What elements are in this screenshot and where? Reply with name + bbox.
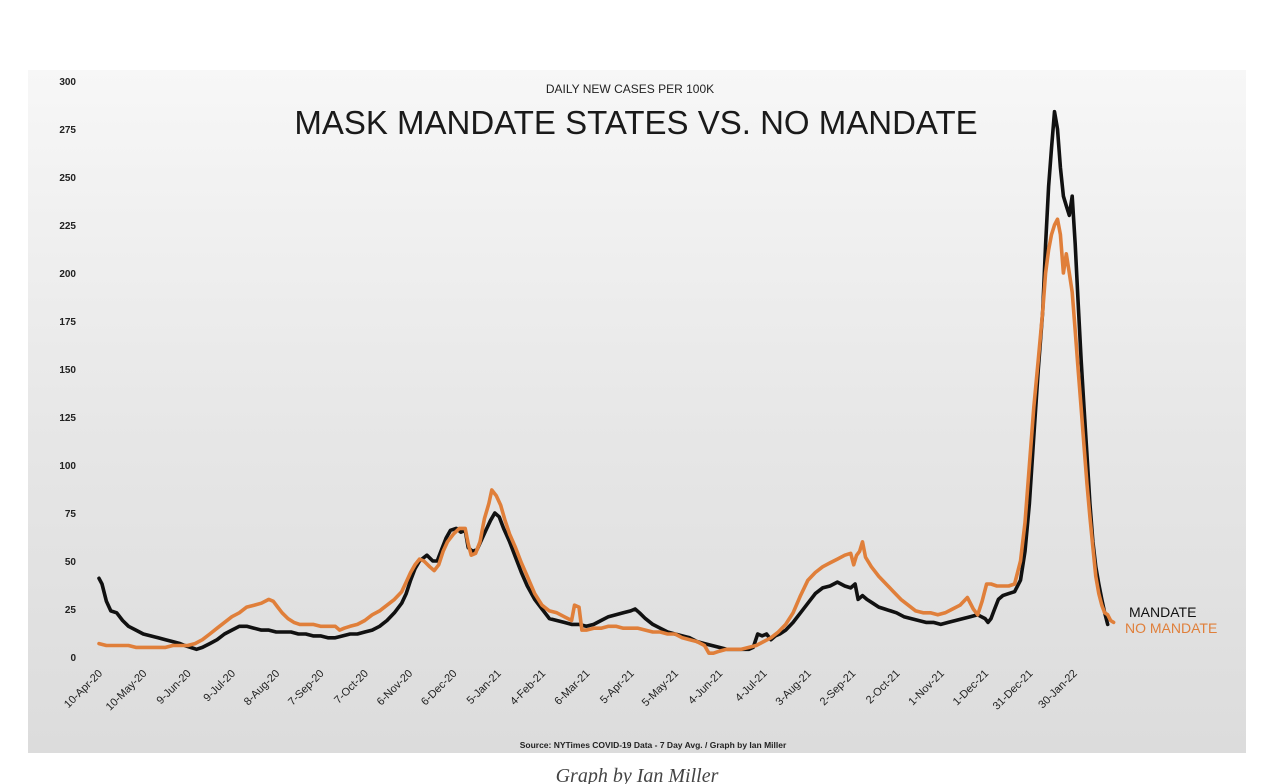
- x-tick-label: 1-Dec-21: [951, 668, 991, 708]
- x-tick-label: 7-Sep-20: [286, 668, 326, 708]
- x-tick-label: 31-Dec-21: [991, 668, 1036, 713]
- x-tick-label: 6-Nov-20: [375, 668, 415, 708]
- y-tick-label: 275: [59, 125, 76, 136]
- x-tick-label: 9-Jun-20: [155, 668, 194, 707]
- x-tick-label: 4-Feb-21: [508, 668, 548, 708]
- x-tick-label: 3-Aug-21: [773, 668, 813, 708]
- y-tick-label: 100: [59, 461, 76, 472]
- y-tick-label: 25: [65, 605, 77, 616]
- legend-no-mandate: NO MANDATE: [1125, 620, 1217, 636]
- chart-title: MASK MANDATE STATES VS. NO MANDATE: [294, 104, 977, 141]
- y-tick-label: 150: [59, 365, 76, 376]
- y-tick-label: 250: [59, 173, 76, 184]
- y-tick-label: 125: [59, 413, 76, 424]
- y-tick-label: 50: [65, 557, 77, 568]
- x-tick-label: 8-Aug-20: [242, 668, 282, 708]
- x-tick-label: 5-Apr-21: [598, 668, 637, 707]
- x-tick-label: 10-Apr-20: [62, 668, 105, 711]
- y-tick-label: 75: [65, 509, 77, 520]
- series-layer: [97, 109, 1116, 655]
- x-tick-label: 2-Oct-21: [864, 668, 903, 707]
- chart-panel: 0 25 50 75 100 125 150 175 200 225 250 275 300 10-Ap…: [28, 70, 1246, 753]
- caption-svg: Graph by Ian Miller: [556, 765, 719, 784]
- legend-mandate: MANDATE: [1129, 604, 1196, 620]
- series-line-no-mandate: [97, 217, 1116, 655]
- y-tick-label: 0: [70, 653, 76, 664]
- x-tick-label: 30-Jan-22: [1036, 668, 1080, 712]
- source-note: Source: NYTimes COVID-19 Data - 7 Day Av…: [520, 740, 787, 750]
- y-tick-label: 175: [59, 317, 76, 328]
- x-tick-label: 7-Oct-20: [332, 668, 371, 707]
- x-tick-label: 5-May-21: [640, 668, 681, 709]
- chart-subtitle: DAILY NEW CASES PER 100K: [546, 82, 714, 96]
- x-tick-label: 4-Jun-21: [686, 668, 725, 707]
- x-tick-label: 1-Nov-21: [906, 668, 946, 708]
- x-tick-label: 6-Mar-21: [552, 668, 592, 708]
- series-line-mandate: [97, 109, 1110, 652]
- x-tick-label: 4-Jul-21: [733, 668, 770, 705]
- y-tick-label: 300: [59, 77, 76, 88]
- x-tick-label: 9-Jul-20: [201, 668, 238, 705]
- chart-svg: 0 25 50 75 100 125 150 175 200 225 250 275 300 10-Ap…: [59, 77, 1217, 750]
- x-tick-label: 10-May-20: [104, 668, 150, 714]
- x-tick-label: 2-Sep-21: [818, 668, 858, 708]
- y-axis: 0 25 50 75 100 125 150 175 200 225 250 275 300: [59, 77, 76, 664]
- image-caption: Graph by Ian Miller: [556, 765, 719, 784]
- x-tick-label: 6-Dec-20: [419, 668, 459, 708]
- y-tick-label: 200: [59, 269, 76, 280]
- y-tick-label: 225: [59, 221, 76, 232]
- x-tick-label: 5-Jan-21: [465, 668, 504, 707]
